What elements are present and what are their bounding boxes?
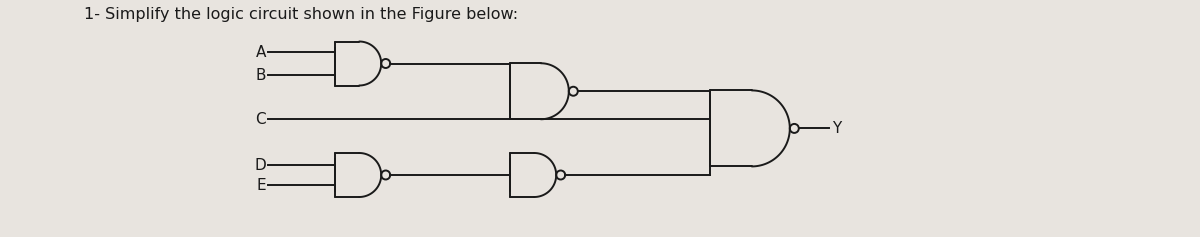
- Text: C: C: [256, 111, 266, 127]
- Text: E: E: [257, 178, 266, 192]
- Text: 1- Simplify the logic circuit shown in the Figure below:: 1- Simplify the logic circuit shown in t…: [84, 7, 518, 22]
- Text: Y: Y: [832, 121, 841, 136]
- Text: A: A: [256, 45, 266, 59]
- Text: D: D: [254, 158, 266, 173]
- Text: B: B: [256, 68, 266, 82]
